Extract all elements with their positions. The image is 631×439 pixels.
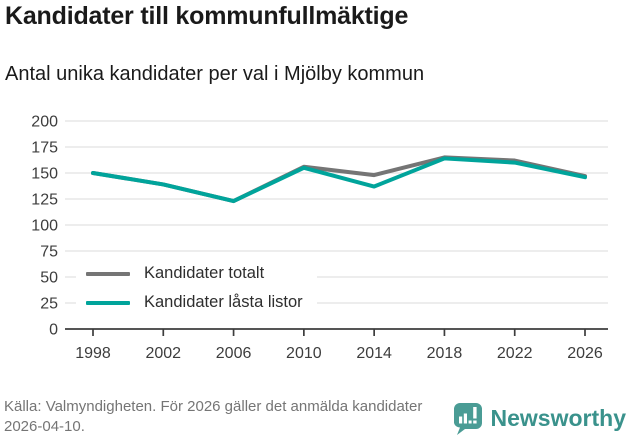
newsworthy-logo-icon <box>453 403 482 435</box>
svg-text:175: 175 <box>31 140 58 157</box>
chart-title: Kandidater till kommunfullmäktige <box>5 2 409 30</box>
chart-subtitle: Antal unika kandidater per val i Mjölby … <box>5 63 425 85</box>
svg-text:0: 0 <box>49 322 58 339</box>
svg-text:75: 75 <box>40 244 58 261</box>
legend-swatch-lasta-listor <box>86 300 130 305</box>
svg-text:2022: 2022 <box>497 345 533 362</box>
line-chart: 0 25 50 75 100 125 150 175 200 1998 2002 2006 2010 20… <box>31 114 608 362</box>
x-axis-labels: 1998 2002 2006 2010 2014 2018 2022 2026 <box>75 345 603 362</box>
svg-text:50: 50 <box>40 270 58 287</box>
chart-legend: Kandidater totalt Kandidater låsta listo… <box>76 256 317 321</box>
svg-text:1998: 1998 <box>75 345 111 362</box>
legend-swatch-totalt <box>86 271 130 276</box>
svg-text:25: 25 <box>40 296 58 313</box>
legend-item-totalt: Kandidater totalt <box>86 264 303 283</box>
y-axis-labels: 0 25 50 75 100 125 150 175 200 <box>31 114 58 339</box>
svg-text:2002: 2002 <box>145 345 181 362</box>
svg-text:200: 200 <box>31 114 58 131</box>
svg-text:2018: 2018 <box>427 345 463 362</box>
svg-text:2010: 2010 <box>286 345 322 362</box>
legend-label-totalt: Kandidater totalt <box>144 264 265 282</box>
newsworthy-logo[interactable]: Newsworthy <box>452 401 626 435</box>
svg-text:2014: 2014 <box>356 345 392 362</box>
x-axis <box>65 328 608 336</box>
source-note: Källa: Valmyndigheten. För 2026 gäller d… <box>4 398 423 435</box>
legend-item-lasta-listor: Kandidater låsta listor <box>86 293 303 312</box>
legend-label-lasta-listor: Kandidater låsta listor <box>144 293 303 311</box>
series-line-1 <box>91 156 587 204</box>
newsworthy-logo-text: Newsworthy <box>490 404 626 431</box>
svg-text:2026: 2026 <box>567 345 603 362</box>
svg-text:100: 100 <box>31 218 58 235</box>
svg-text:2006: 2006 <box>216 345 252 362</box>
svg-text:125: 125 <box>31 192 58 209</box>
svg-text:150: 150 <box>31 166 58 183</box>
